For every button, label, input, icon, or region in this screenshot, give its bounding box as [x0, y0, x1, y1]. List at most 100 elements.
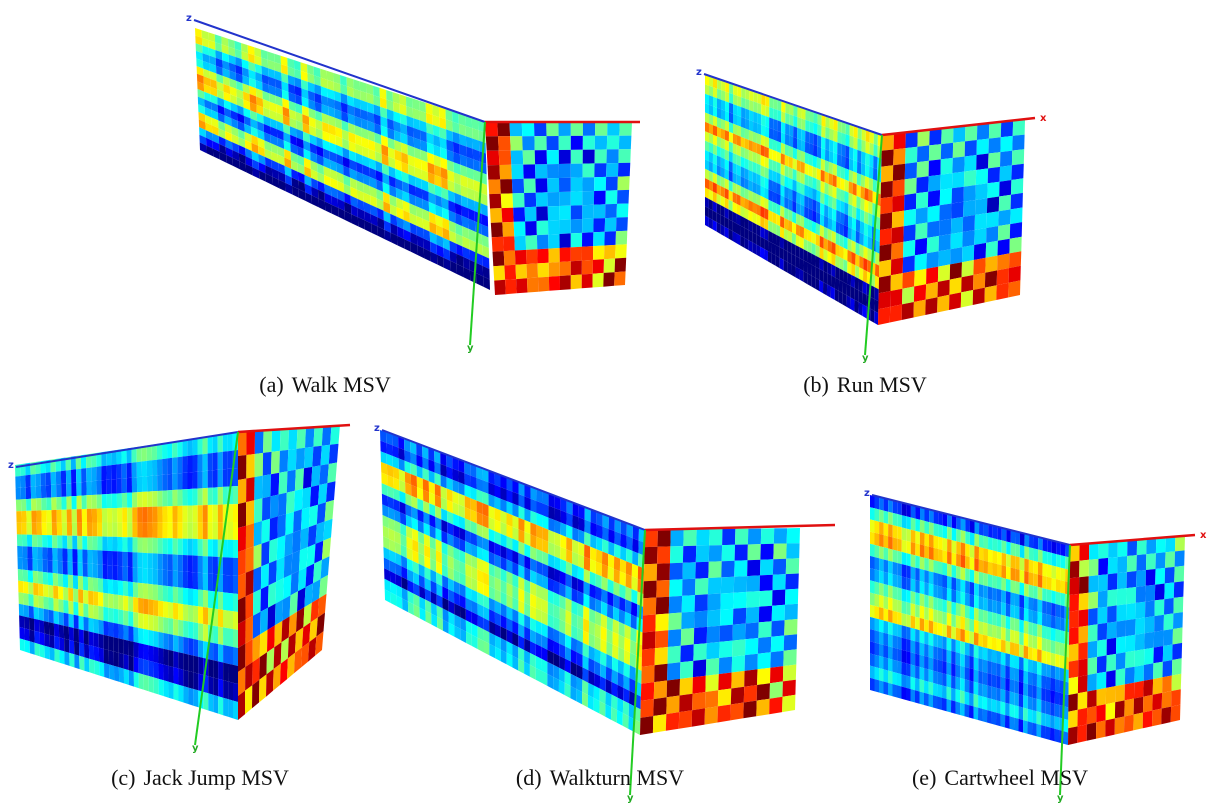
- voxel-cell: [983, 622, 988, 636]
- voxel-cell: [614, 556, 620, 571]
- voxel-cell: [905, 162, 917, 179]
- voxel-cell: [988, 586, 993, 600]
- voxel-cell: [1042, 576, 1047, 590]
- voxel-cell: [984, 523, 989, 537]
- voxel-cell: [737, 155, 741, 167]
- voxel-cell: [758, 652, 771, 669]
- voxel-cell: [717, 117, 721, 128]
- voxel-cell: [109, 650, 114, 666]
- voxel-cell: [870, 556, 875, 569]
- voxel-cell: [653, 714, 666, 733]
- voxel-cell: [772, 253, 776, 266]
- voxel-cell: [915, 531, 920, 544]
- voxel-cell: [59, 612, 64, 626]
- voxel-cell: [253, 566, 261, 592]
- voxel-cell: [870, 641, 875, 654]
- voxel-cell: [821, 170, 825, 183]
- voxel-cell: [865, 188, 869, 201]
- voxel-cell: [748, 529, 761, 545]
- voxel-cell: [721, 577, 734, 594]
- voxel-cell: [127, 493, 132, 508]
- voxel-cell: [502, 222, 514, 237]
- voxel-cell: [841, 133, 845, 146]
- voxel-cell: [87, 536, 92, 550]
- voxel-cell: [915, 690, 920, 704]
- voxel-cell: [178, 603, 183, 620]
- voxel-cell: [218, 592, 223, 610]
- voxel-cell: [709, 529, 722, 546]
- voxel-cell: [495, 508, 501, 522]
- voxel-cell: [107, 523, 112, 537]
- voxel-cell: [965, 125, 977, 141]
- voxel-cell: [1006, 604, 1011, 618]
- voxel-cell: [788, 252, 792, 265]
- voxel-cell: [1033, 561, 1038, 575]
- voxel-cell: [812, 188, 816, 201]
- voxel-cell: [902, 515, 907, 528]
- voxel-cell: [848, 193, 852, 206]
- voxel-cell: [632, 538, 638, 553]
- voxel-cell: [218, 644, 223, 663]
- voxel-cell: [67, 549, 72, 562]
- voxel-cell: [962, 230, 974, 247]
- voxel-cell: [747, 575, 760, 592]
- voxel-cell: [102, 508, 107, 522]
- voxel-cell: [768, 241, 772, 254]
- voxel-cell: [988, 537, 993, 551]
- voxel-cell: [940, 188, 952, 205]
- voxel-cell: [1152, 693, 1162, 711]
- voxel-cell: [1064, 719, 1069, 733]
- voxel-cell: [513, 503, 519, 517]
- voxel-cell: [792, 233, 796, 246]
- voxel-cell: [847, 284, 851, 298]
- voxel-cell: [43, 584, 48, 597]
- voxel-cell: [904, 209, 916, 226]
- voxel-cell: [893, 562, 898, 575]
- voxel-cell: [998, 209, 1010, 226]
- voxel-cell: [559, 136, 571, 150]
- voxel-cell: [725, 159, 729, 171]
- voxel-cell: [717, 98, 721, 109]
- voxel-cell: [906, 602, 911, 616]
- voxel-cell: [1078, 675, 1088, 693]
- voxel-cell: [1001, 664, 1006, 678]
- voxel-cell: [44, 633, 49, 647]
- voxel-cell: [745, 109, 749, 121]
- voxel-cell: [642, 631, 655, 649]
- voxel-cell: [94, 633, 99, 648]
- voxel-cell: [625, 587, 631, 602]
- voxel-cell: [789, 135, 793, 147]
- voxel-cell: [604, 259, 615, 273]
- voxel-cell: [960, 653, 965, 667]
- voxel-cell: [792, 211, 796, 224]
- voxel-cell: [1002, 540, 1007, 554]
- voxel-cell: [178, 539, 183, 556]
- voxel-cell: [709, 161, 713, 172]
- voxel-cell: [128, 611, 133, 627]
- voxel-cell: [879, 510, 884, 523]
- voxel-cell: [157, 491, 162, 507]
- voxel-cell: [504, 251, 516, 266]
- voxel-cell: [1028, 721, 1033, 735]
- voxel-cell: [133, 627, 138, 643]
- voxel-cell: [173, 571, 178, 588]
- voxel-cell: [749, 200, 753, 212]
- voxel-cell: [947, 527, 952, 541]
- voxel-cell: [906, 504, 911, 517]
- voxel-cell: [1005, 703, 1010, 717]
- voxel-cell: [855, 265, 859, 279]
- voxel-cell: [947, 687, 952, 701]
- voxel-cell: [813, 166, 817, 179]
- voxel-cell: [501, 522, 507, 536]
- voxel-cell: [713, 87, 717, 98]
- voxel-cell: [607, 604, 613, 619]
- voxel-cell: [168, 586, 173, 603]
- voxel-cell: [893, 537, 898, 550]
- voxel-cell: [789, 157, 793, 169]
- voxel-cell: [976, 168, 988, 185]
- voxel-cell: [749, 190, 753, 202]
- voxel-cell: [1070, 544, 1080, 562]
- voxel-cell: [911, 640, 916, 654]
- voxel-cell: [757, 194, 761, 206]
- voxel-cell: [819, 280, 823, 293]
